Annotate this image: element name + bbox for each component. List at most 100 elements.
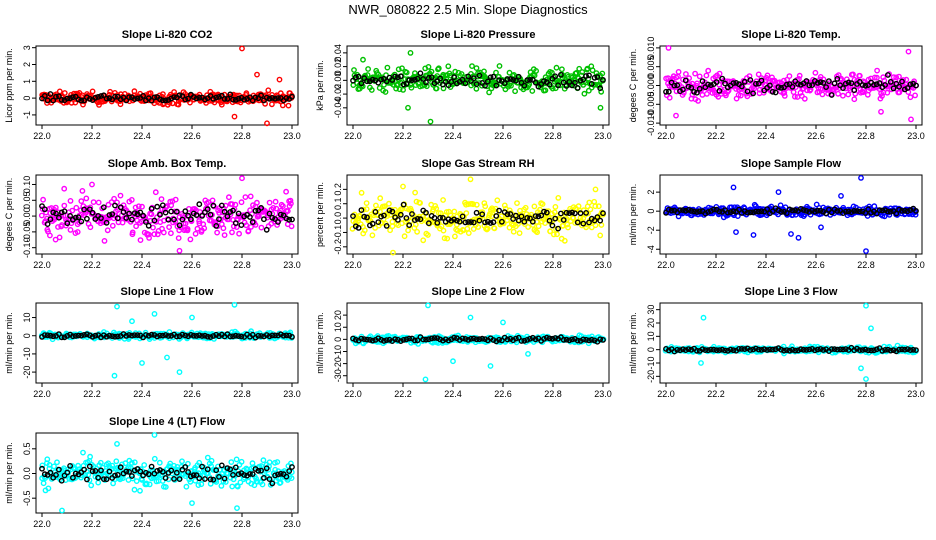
data-point — [187, 478, 194, 485]
reference-point — [583, 73, 589, 79]
data-points — [38, 175, 295, 254]
reference-point — [665, 88, 672, 95]
data-point — [698, 360, 704, 366]
data-point — [242, 194, 249, 201]
reference-point — [828, 92, 835, 98]
data-point — [703, 72, 710, 79]
data-point — [154, 231, 161, 238]
reference-point — [702, 347, 709, 353]
reference-point — [400, 81, 407, 88]
reference-point — [677, 347, 683, 354]
reference-point — [591, 337, 598, 344]
panel-title: Slope Li-820 Pressure — [421, 29, 536, 41]
data-point — [266, 459, 273, 466]
reference-point — [106, 332, 113, 339]
data-point — [276, 76, 283, 83]
reference-point — [168, 467, 175, 474]
reference-point — [210, 333, 217, 339]
data-point — [525, 224, 531, 230]
data-point — [228, 459, 235, 465]
reference-point — [741, 346, 748, 352]
y-tick-label: 0.005 — [646, 55, 656, 78]
reference-point — [157, 211, 163, 218]
reference-point — [196, 94, 203, 101]
y-tick-label: 20 — [646, 318, 656, 328]
reference-point — [114, 333, 121, 340]
y-tick-label: 0.2 — [333, 183, 343, 196]
reference-point — [414, 215, 421, 222]
x-tick-label: 22.6 — [807, 260, 825, 270]
data-point — [516, 230, 523, 237]
data-point — [665, 45, 672, 51]
reference-point — [375, 79, 382, 86]
reference-point — [168, 332, 175, 339]
reference-point — [411, 76, 418, 83]
data-point — [716, 70, 723, 77]
reference-point — [380, 212, 387, 219]
reference-point — [541, 335, 547, 342]
data-point — [587, 206, 594, 213]
reference-point — [694, 209, 700, 215]
x-tick-label: 22.4 — [444, 131, 462, 141]
reference-point — [283, 215, 290, 222]
reference-point — [597, 336, 604, 343]
data-point — [856, 72, 863, 79]
panel-4: Slope Amb. Box Temp. 22.0 22.2 22.4 22.6 22.8… — [4, 158, 301, 270]
data-point — [61, 202, 68, 209]
reference-point — [685, 346, 692, 352]
data-point — [384, 213, 391, 219]
reference-point — [58, 209, 65, 216]
data-point — [247, 193, 254, 200]
data-points — [350, 302, 607, 383]
reference-point — [586, 219, 592, 226]
reference-point — [204, 333, 211, 340]
reference-point — [142, 219, 149, 225]
reference-point — [806, 346, 813, 353]
data-point — [377, 195, 384, 202]
data-point — [187, 236, 194, 243]
x-tick-label: 22.0 — [33, 260, 51, 270]
data-point — [272, 198, 279, 205]
data-point — [425, 302, 431, 309]
data-point — [225, 194, 232, 201]
y-tick-label: 0.05 — [22, 192, 32, 210]
x-tick-label: 22.0 — [33, 389, 51, 399]
reference-point — [767, 346, 773, 353]
reference-point — [280, 212, 287, 219]
reference-point — [778, 208, 785, 215]
reference-point — [56, 214, 62, 221]
reference-point — [812, 208, 818, 215]
reference-point — [856, 208, 863, 215]
reference-point — [176, 476, 183, 482]
reference-point — [64, 332, 71, 339]
reference-point — [691, 89, 697, 95]
reference-point — [465, 336, 472, 343]
reference-point — [882, 346, 888, 353]
data-point — [428, 68, 435, 75]
reference-point — [518, 338, 525, 344]
reference-point — [459, 335, 466, 342]
reference-point — [501, 80, 508, 87]
data-point — [905, 48, 912, 55]
reference-point — [128, 332, 135, 339]
data-point — [151, 432, 158, 438]
reference-point — [560, 336, 567, 343]
panel-9: Slope Line 3 Flow 22.0 22.2 22.4 22.6 22.8 23.… — [628, 286, 925, 399]
data-point — [390, 249, 396, 256]
reference-point — [451, 216, 457, 223]
data-point — [38, 212, 45, 219]
reference-point — [207, 476, 214, 483]
reference-point — [453, 217, 460, 224]
reference-point — [383, 222, 390, 229]
reference-point — [515, 334, 522, 341]
data-point — [482, 203, 489, 210]
reference-point — [47, 216, 54, 223]
reference-point — [682, 77, 689, 84]
reference-point — [456, 218, 463, 225]
reference-point — [173, 469, 180, 476]
data-point — [589, 67, 596, 74]
reference-point — [445, 82, 452, 89]
x-tick-label: 22.2 — [83, 389, 101, 399]
reference-point — [216, 94, 222, 100]
reference-point — [409, 211, 415, 217]
